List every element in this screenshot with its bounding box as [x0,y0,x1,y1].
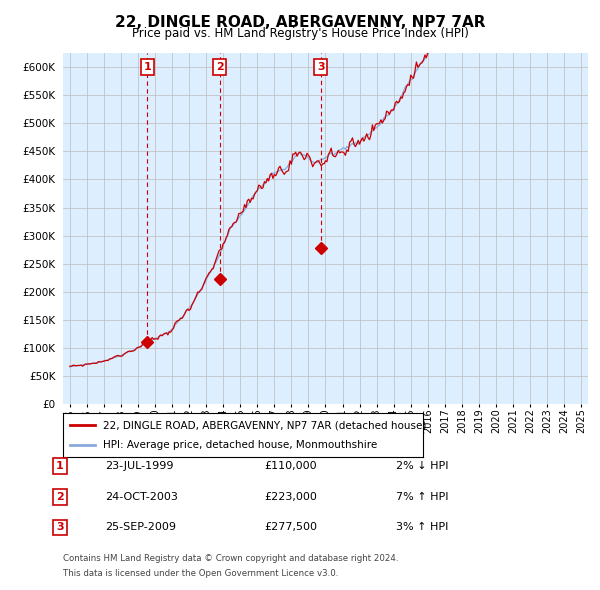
Text: 3: 3 [56,523,64,532]
Text: 22, DINGLE ROAD, ABERGAVENNY, NP7 7AR (detached house): 22, DINGLE ROAD, ABERGAVENNY, NP7 7AR (d… [103,421,426,430]
Text: 3% ↑ HPI: 3% ↑ HPI [396,523,448,532]
Text: 2: 2 [216,62,224,72]
Text: This data is licensed under the Open Government Licence v3.0.: This data is licensed under the Open Gov… [63,569,338,578]
Text: £277,500: £277,500 [264,523,317,532]
Text: 23-JUL-1999: 23-JUL-1999 [105,461,173,471]
Text: 1: 1 [56,461,64,471]
Text: 2: 2 [56,492,64,502]
Text: Price paid vs. HM Land Registry's House Price Index (HPI): Price paid vs. HM Land Registry's House … [131,27,469,40]
Text: 1: 1 [143,62,151,72]
Text: 22, DINGLE ROAD, ABERGAVENNY, NP7 7AR: 22, DINGLE ROAD, ABERGAVENNY, NP7 7AR [115,15,485,30]
Text: 24-OCT-2003: 24-OCT-2003 [105,492,178,502]
Text: HPI: Average price, detached house, Monmouthshire: HPI: Average price, detached house, Monm… [103,440,377,450]
Text: £223,000: £223,000 [264,492,317,502]
Text: Contains HM Land Registry data © Crown copyright and database right 2024.: Contains HM Land Registry data © Crown c… [63,555,398,563]
Text: 25-SEP-2009: 25-SEP-2009 [105,523,176,532]
Text: 7% ↑ HPI: 7% ↑ HPI [396,492,449,502]
Text: 3: 3 [317,62,325,72]
Text: £110,000: £110,000 [264,461,317,471]
Text: 2% ↓ HPI: 2% ↓ HPI [396,461,449,471]
